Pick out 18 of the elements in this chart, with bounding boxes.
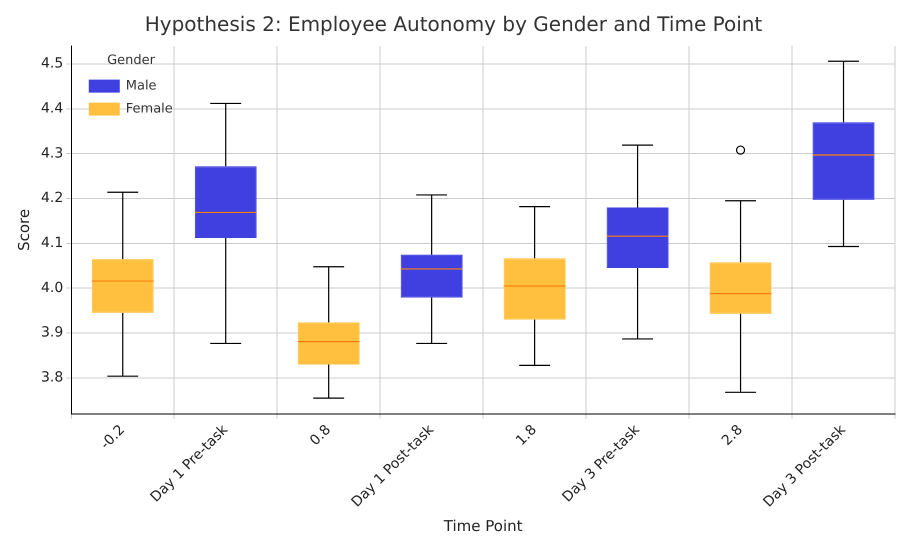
- x-tick-label: -0.2: [98, 422, 128, 453]
- y-tick-label: 3.8: [41, 370, 64, 386]
- x-axis-title: Time Point: [442, 516, 523, 535]
- y-tick-label: 4.1: [41, 235, 64, 252]
- x-tick-label: 1.8: [512, 422, 540, 449]
- x-tick-label: 0.8: [307, 422, 334, 449]
- legend-label: Male: [126, 78, 157, 94]
- y-axis-title: Score: [14, 208, 33, 251]
- y-tick-label: 4.5: [41, 56, 64, 72]
- y-tick-label: 4.0: [41, 280, 64, 296]
- x-tick-label: 2.8: [718, 422, 746, 449]
- legend-label: Female: [126, 101, 173, 116]
- y-tick-label: 4.4: [41, 100, 64, 116]
- y-tick-label: 3.9: [41, 324, 64, 341]
- y-tick-label: 4.3: [41, 145, 64, 162]
- legend-title: Gender: [107, 52, 156, 68]
- chart-title: Hypothesis 2: Employee Autonomy by Gender and Time Point: [144, 12, 762, 36]
- y-tick-label: 4.2: [41, 190, 64, 206]
